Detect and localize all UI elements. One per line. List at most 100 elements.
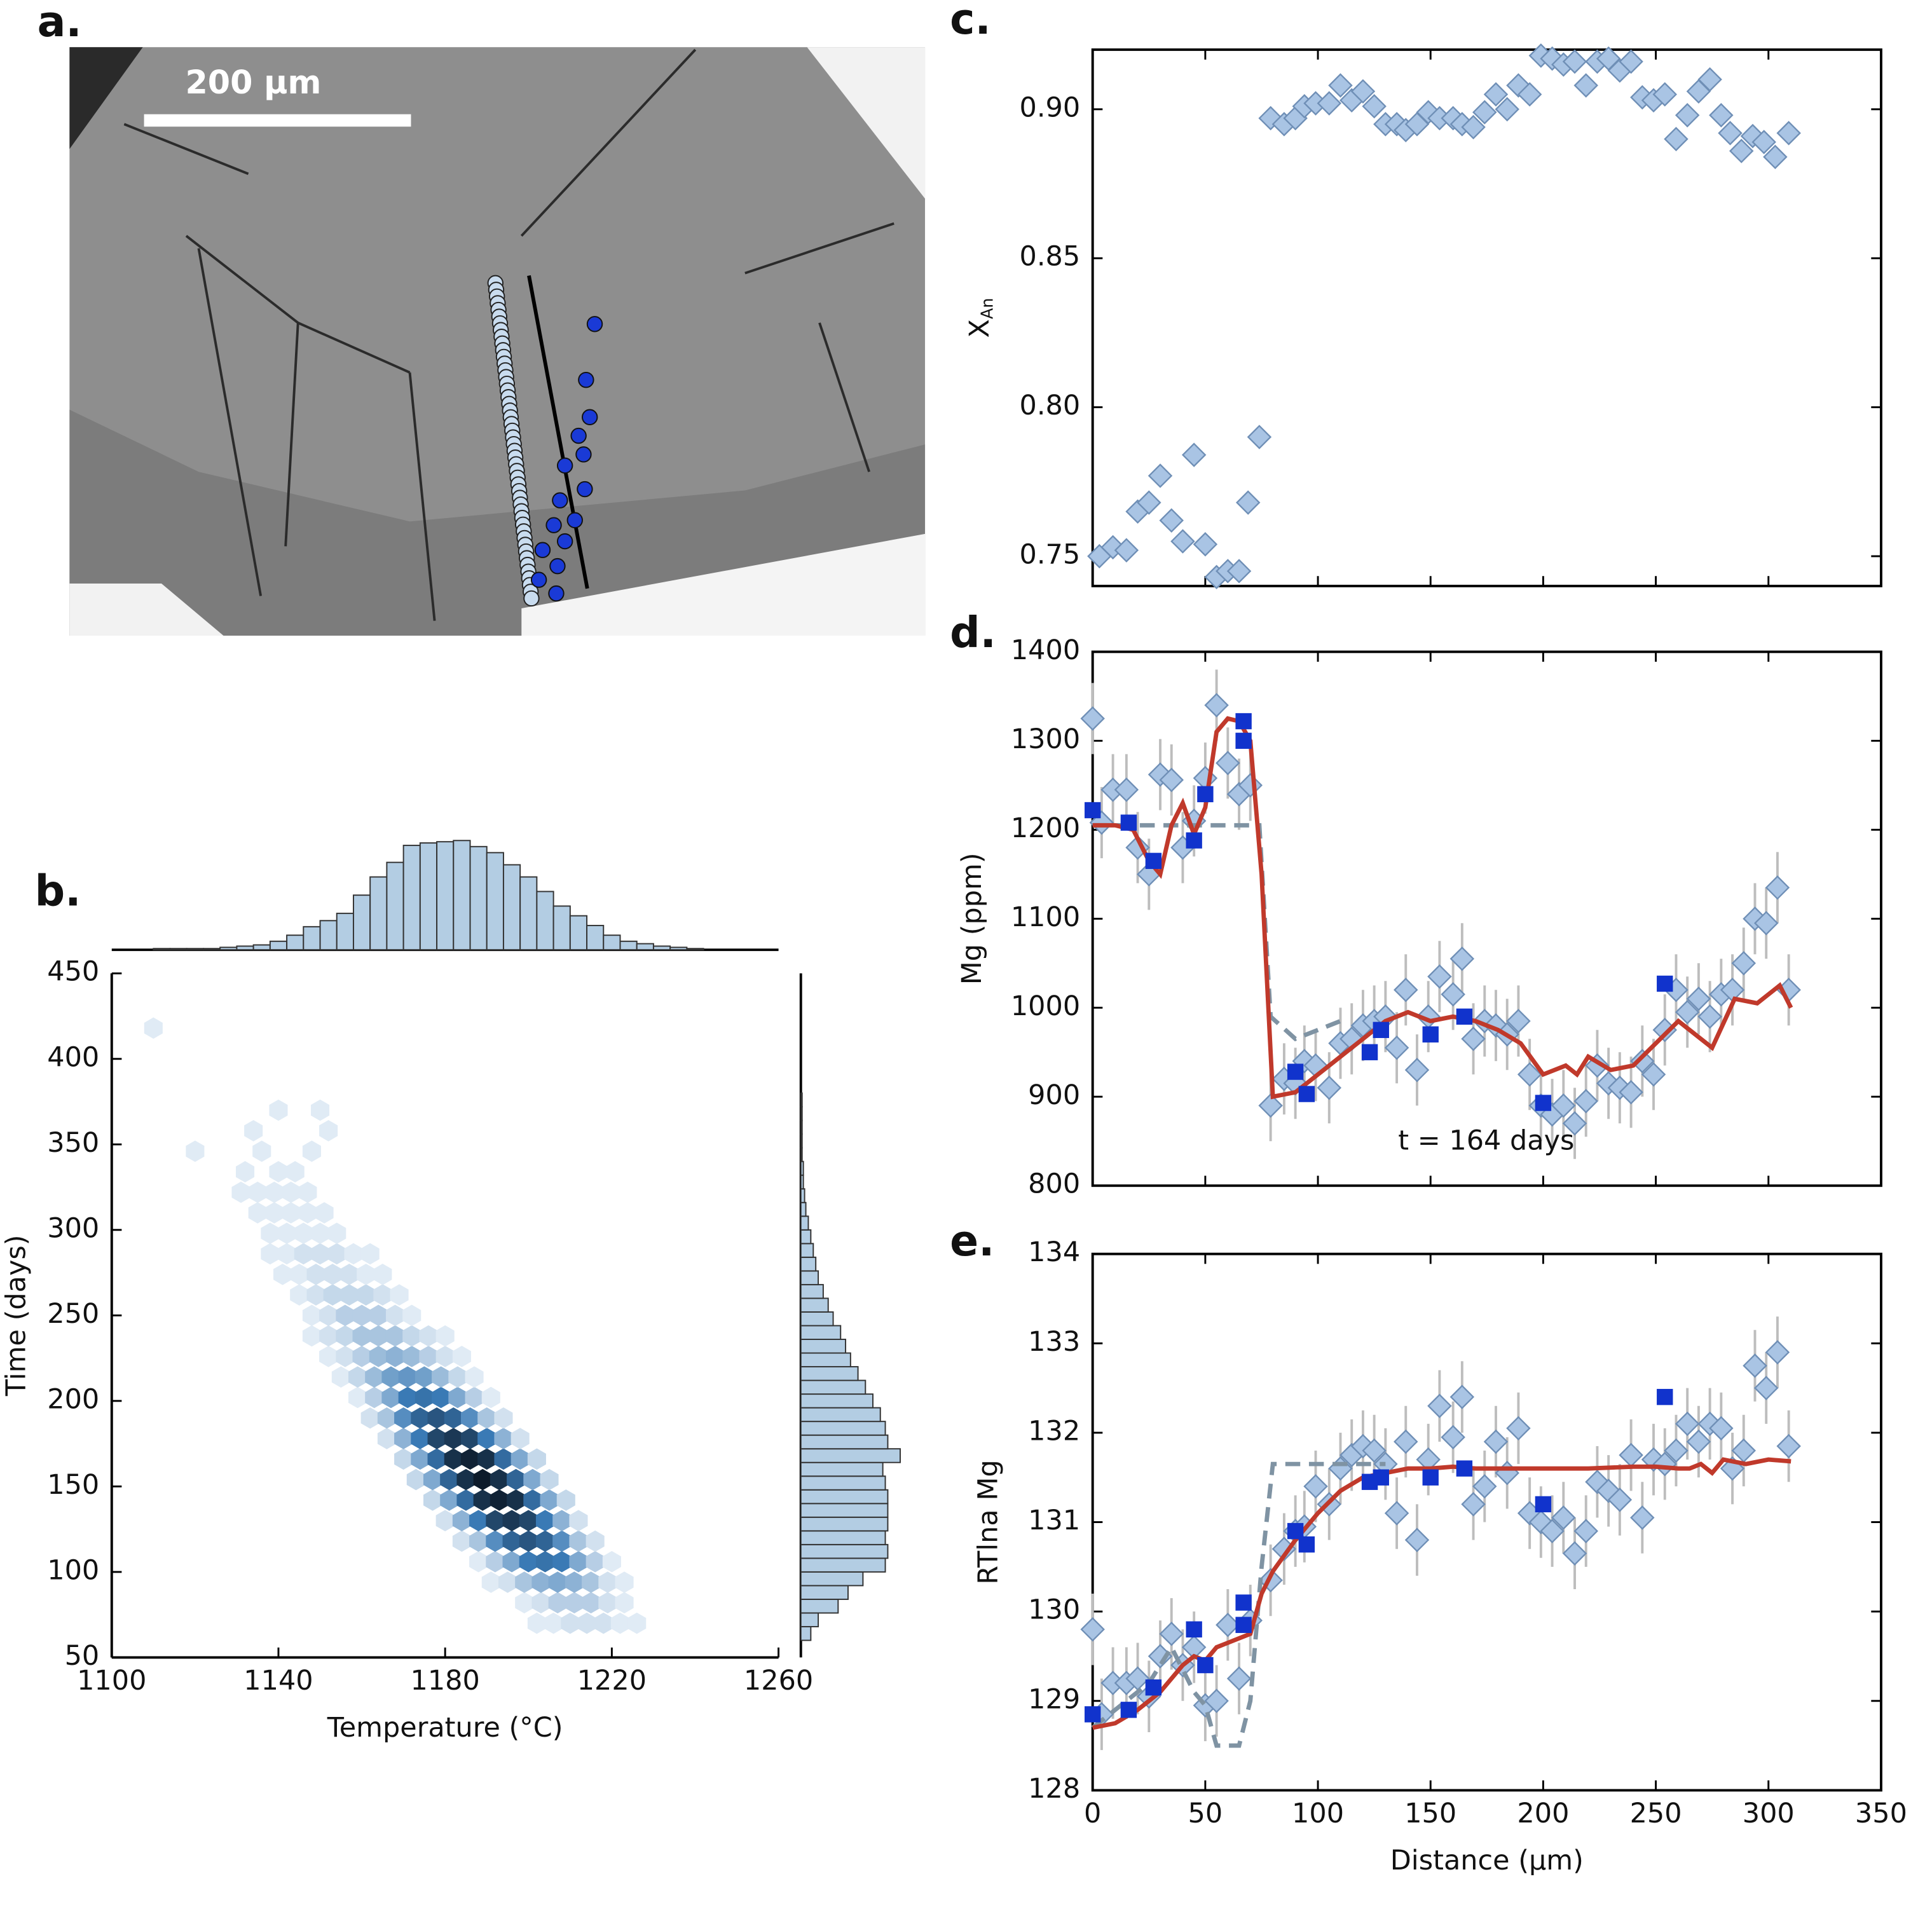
- histogram-bar: [800, 1106, 803, 1121]
- y-tick-label: 131: [1028, 1505, 1080, 1536]
- hex-cell: [290, 1284, 309, 1306]
- diamond-point: [1159, 767, 1184, 793]
- hex-cell: [244, 1119, 263, 1142]
- hex-cell: [302, 1325, 321, 1347]
- hex-cell: [381, 1366, 401, 1388]
- y-tick-label: 129: [1028, 1683, 1080, 1715]
- histogram-bar: [453, 840, 471, 951]
- diamond-point: [1472, 1474, 1497, 1499]
- hex-cell: [310, 1243, 330, 1265]
- hex-cell: [465, 1386, 484, 1409]
- histogram-bar: [552, 905, 571, 951]
- x-tick-label: 300: [1743, 1798, 1795, 1829]
- square-point: [1235, 713, 1252, 730]
- histogram-bar: [800, 1243, 814, 1258]
- hex-cell: [582, 1571, 601, 1593]
- x-tick-label: 200: [1517, 1798, 1569, 1829]
- hex-cell: [406, 1468, 425, 1491]
- hex-cell: [352, 1304, 371, 1327]
- square-point: [1287, 1063, 1304, 1080]
- hex-cell: [519, 1550, 538, 1573]
- diamond-point: [1573, 73, 1598, 98]
- hex-cell: [540, 1489, 559, 1511]
- hex-cell: [411, 1407, 430, 1429]
- hex-cell: [460, 1428, 480, 1449]
- histogram-bar: [800, 1598, 839, 1614]
- diamond-point: [1686, 987, 1711, 1011]
- histogram-bar: [586, 924, 605, 951]
- diamond-point: [1495, 1460, 1519, 1486]
- panel-label: c.: [950, 0, 991, 44]
- y-axis-label: Time (days): [0, 1234, 32, 1397]
- hex-cell: [402, 1304, 421, 1327]
- hex-cell: [261, 1222, 280, 1244]
- hex-cell: [535, 1510, 555, 1531]
- hex-cell: [544, 1612, 563, 1634]
- panel-label: a.: [38, 0, 82, 46]
- hex-cell: [548, 1571, 567, 1593]
- histogram-bar: [186, 948, 204, 951]
- histogram-bar: [800, 1626, 812, 1641]
- histogram-bar: [800, 1516, 889, 1532]
- hex-cell: [365, 1386, 384, 1409]
- diamond-point: [1697, 1004, 1722, 1029]
- hex-cell: [290, 1263, 309, 1285]
- y-axis-label-main: RTlna Mg: [972, 1459, 1004, 1584]
- histogram-bar: [800, 1201, 807, 1217]
- diamond-point: [1404, 1528, 1430, 1552]
- hex-cell: [235, 1161, 255, 1183]
- x-tick-label: 150: [1404, 1798, 1456, 1829]
- x-tick-label: 1220: [577, 1665, 647, 1697]
- histogram-bar: [800, 1352, 851, 1368]
- diamond-point: [1114, 777, 1139, 802]
- square-point: [1197, 1657, 1214, 1674]
- square-point: [1422, 1469, 1439, 1486]
- histogram-bar: [800, 1448, 901, 1463]
- y-axis-label-main: Time (days): [0, 1234, 32, 1397]
- hex-cell: [569, 1530, 588, 1552]
- background: [69, 583, 224, 636]
- diamond-point: [1776, 1433, 1801, 1459]
- hex-cell: [610, 1612, 630, 1634]
- diamond-point: [1427, 1393, 1452, 1418]
- histogram-bar: [800, 1161, 804, 1176]
- hex-cell: [402, 1346, 421, 1367]
- histogram-bar: [800, 1188, 805, 1203]
- hex-cell: [419, 1325, 438, 1347]
- hex-cell: [515, 1571, 534, 1593]
- hex-cell: [282, 1181, 301, 1203]
- hex-cell: [319, 1304, 338, 1327]
- spot: [530, 571, 547, 588]
- hex-cell: [327, 1243, 346, 1265]
- hex-cell: [523, 1489, 542, 1511]
- histogram-bar: [369, 876, 388, 951]
- hex-cell: [602, 1550, 621, 1573]
- hex-cell: [427, 1448, 446, 1470]
- histogram-bar: [603, 934, 621, 951]
- hex-cell: [465, 1366, 484, 1388]
- hex-cell: [319, 1119, 338, 1142]
- hex-cell: [282, 1202, 301, 1224]
- hex-cell: [502, 1510, 521, 1531]
- hex-cell: [269, 1099, 288, 1121]
- panel-label: e.: [950, 1216, 994, 1266]
- diamond-point: [1652, 82, 1677, 107]
- y-tick-label: 133: [1028, 1326, 1080, 1358]
- histogram-bar: [569, 915, 588, 951]
- square-point: [1145, 1679, 1162, 1696]
- spot: [523, 590, 540, 607]
- x-axis-label: Distance (µm): [1390, 1845, 1584, 1876]
- hex-cell: [411, 1448, 430, 1470]
- diamond-point: [1630, 1505, 1655, 1530]
- histogram-bar: [419, 842, 438, 951]
- diamond-point: [1562, 49, 1587, 74]
- diamond-point: [1562, 1541, 1587, 1566]
- diamond-point: [1763, 144, 1788, 170]
- diamond-point: [1765, 1340, 1790, 1365]
- square-point: [1186, 1621, 1202, 1637]
- diamond-point: [1235, 490, 1261, 515]
- hex-cell: [486, 1530, 505, 1552]
- diamond-point: [1137, 490, 1161, 515]
- hex-cell: [519, 1510, 538, 1531]
- hex-cell: [432, 1386, 451, 1409]
